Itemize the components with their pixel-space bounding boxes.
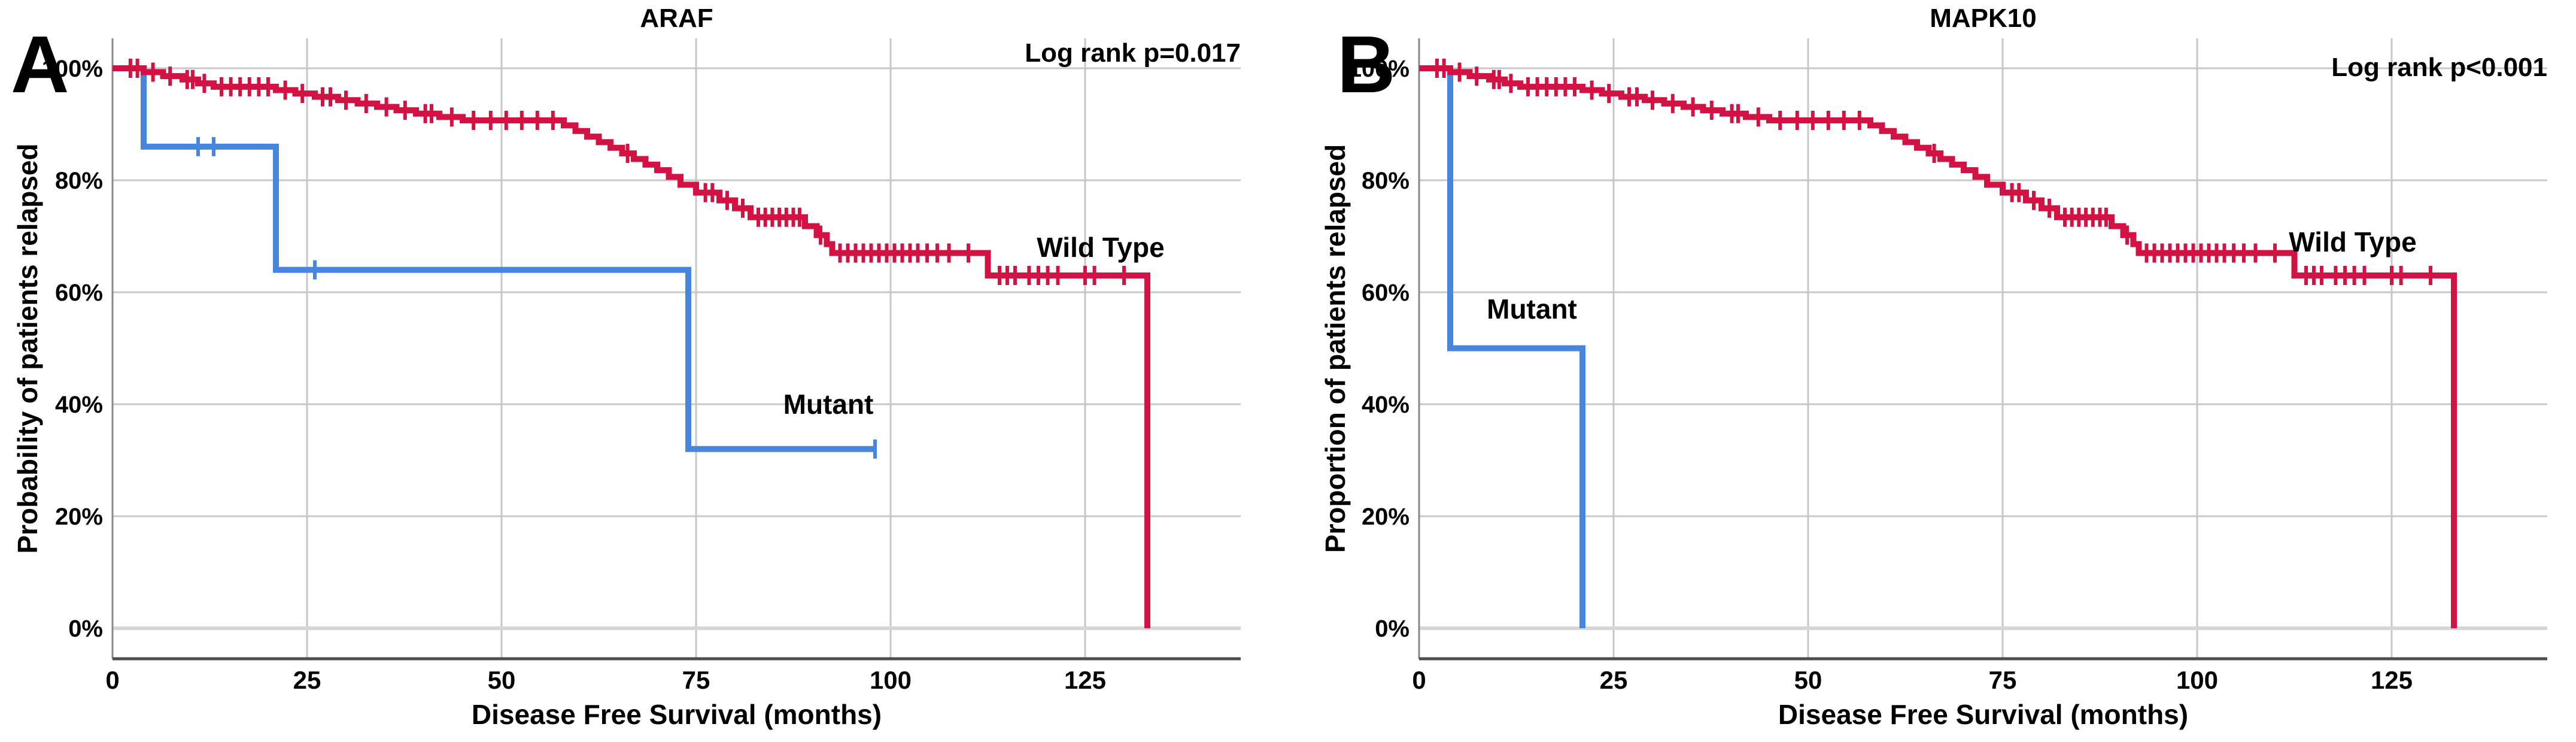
mutant-curve <box>1419 65 1585 628</box>
svg-text:125: 125 <box>1064 666 1106 694</box>
svg-text:60%: 60% <box>55 280 103 306</box>
x-axis-title: Disease Free Survival (months) <box>1778 699 2189 730</box>
svg-text:40%: 40% <box>1362 392 1409 418</box>
svg-text:80%: 80% <box>1362 168 1409 194</box>
panel-letter: A <box>11 19 69 110</box>
y-tick-labels: 100% 80% 60% 40% 20% 0% <box>42 56 103 642</box>
svg-text:60%: 60% <box>1362 280 1409 306</box>
wild-type-curve <box>1419 65 2457 628</box>
wild-type-label: Wild Type <box>2289 226 2416 258</box>
mutant-label: Mutant <box>1487 293 1577 325</box>
svg-text:20%: 20% <box>55 504 103 530</box>
panel-title: ARAF <box>640 4 713 33</box>
panel-letter: B <box>1337 19 1396 110</box>
wild-type-curve <box>113 65 1150 628</box>
logrank-annotation: Log rank p=0.017 <box>1025 38 1241 68</box>
panel-title: MAPK10 <box>1930 4 2037 33</box>
x-gridlines <box>306 38 1086 659</box>
svg-text:0%: 0% <box>68 616 103 642</box>
mutant-label: Mutant <box>783 389 874 420</box>
panel-a: 0 25 50 75 100 125 100% 80% 60% 40% 20% 0% Mutant Wil… <box>42 38 1241 694</box>
svg-text:0: 0 <box>105 666 119 694</box>
svg-text:20%: 20% <box>1362 504 1409 530</box>
wild-type-label: Wild Type <box>1037 232 1164 263</box>
mutant-curve <box>113 65 875 452</box>
wild-type-censor-marks <box>128 59 1126 285</box>
y-gridlines <box>1419 67 2547 630</box>
svg-text:0: 0 <box>1412 666 1426 694</box>
logrank-annotation: Log rank p<0.001 <box>2331 53 2547 82</box>
x-axis-title: Disease Free Survival (months) <box>471 699 882 730</box>
svg-text:25: 25 <box>1600 666 1628 694</box>
y-axis-title: Proportion of patients relapsed <box>1320 144 1351 553</box>
svg-text:125: 125 <box>2371 666 2413 694</box>
svg-text:100: 100 <box>870 666 912 694</box>
x-tick-labels: 0 25 50 75 100 125 <box>105 666 1106 694</box>
x-tick-labels: 0 25 50 75 100 125 <box>1412 666 2413 694</box>
wild-type-censor-marks <box>1435 59 2432 285</box>
svg-text:100%: 100% <box>1348 56 1409 82</box>
svg-text:80%: 80% <box>55 168 103 194</box>
panel-b: 0 25 50 75 100 125 100% 80% 60% 40% 20% 0% Mutant Wil… <box>1348 38 2547 694</box>
svg-text:0%: 0% <box>1375 616 1409 642</box>
svg-text:100: 100 <box>2176 666 2218 694</box>
svg-text:75: 75 <box>1989 666 2017 694</box>
svg-text:100%: 100% <box>42 56 103 82</box>
svg-text:75: 75 <box>682 666 710 694</box>
svg-text:40%: 40% <box>55 392 103 418</box>
svg-text:50: 50 <box>1794 666 1822 694</box>
x-gridlines <box>1612 38 2393 659</box>
y-gridlines <box>113 67 1241 630</box>
svg-text:50: 50 <box>488 666 516 694</box>
mutant-censor-marks <box>196 137 877 459</box>
y-axis-title: Probability of patients relapsed <box>12 143 43 554</box>
svg-text:25: 25 <box>293 666 321 694</box>
y-tick-labels: 100% 80% 60% 40% 20% 0% <box>1348 56 1409 642</box>
